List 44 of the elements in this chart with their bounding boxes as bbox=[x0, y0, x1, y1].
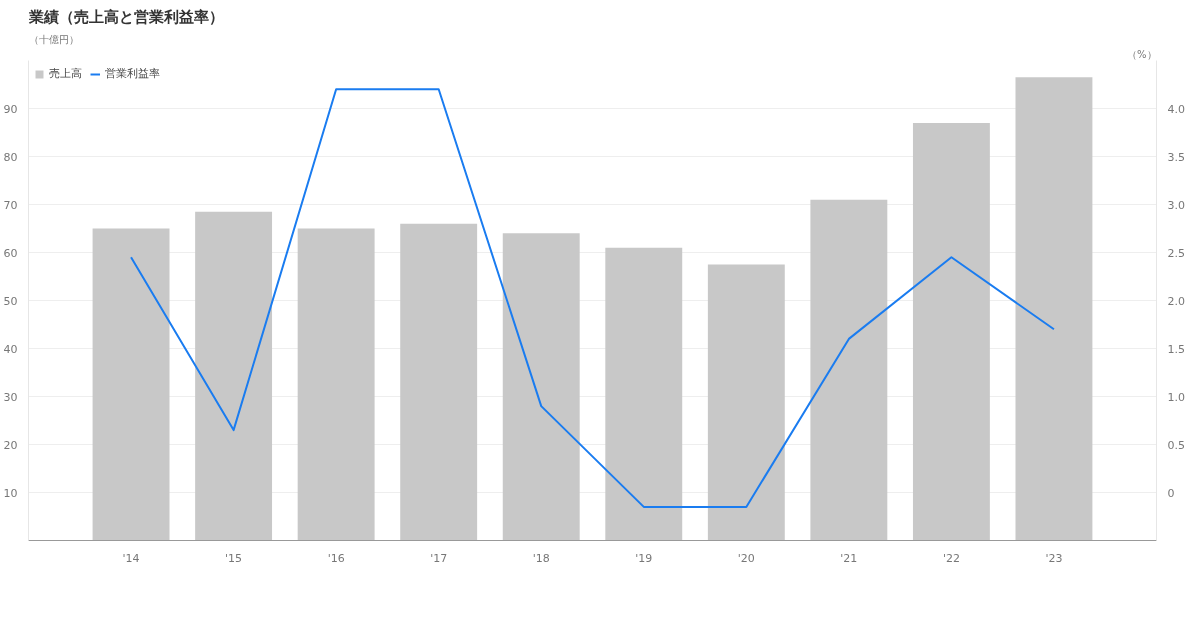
bar bbox=[502, 233, 580, 541]
line-series bbox=[130, 88, 1055, 508]
legend-label: 営業利益率 bbox=[105, 66, 160, 81]
y2-tick-label: 1.5 bbox=[1167, 342, 1185, 356]
y2-axis-title: （%） bbox=[1127, 48, 1157, 60]
bar bbox=[912, 122, 990, 541]
y2-tick-label: 4.0 bbox=[1167, 102, 1185, 116]
bar bbox=[92, 228, 170, 541]
y2-tick-label: 2.5 bbox=[1167, 246, 1185, 260]
x-tick-label: '18 bbox=[532, 551, 550, 565]
x-tick-label: '15 bbox=[225, 551, 243, 565]
x-tick-label: '22 bbox=[942, 551, 960, 565]
y-tick-label: 30 bbox=[3, 390, 18, 404]
y-tick-label: 40 bbox=[3, 342, 18, 356]
y2-tick-label: 0 bbox=[1167, 486, 1175, 500]
y-tick-label: 70 bbox=[3, 198, 18, 212]
bar bbox=[1015, 77, 1093, 541]
y2-tick-label: 2.0 bbox=[1167, 294, 1185, 308]
legend-label: 売上高 bbox=[49, 66, 82, 81]
y2-tick-label: 3.0 bbox=[1167, 198, 1185, 212]
bar bbox=[297, 228, 375, 541]
x-tick-label: '20 bbox=[737, 551, 755, 565]
chart-title: 業績（売上高と営業利益率） bbox=[27, 7, 224, 26]
y-tick-label: 10 bbox=[3, 486, 18, 500]
y2-tick-label: 3.5 bbox=[1167, 150, 1185, 164]
x-tick-label: '16 bbox=[327, 551, 345, 565]
y-tick-label: 20 bbox=[3, 438, 18, 452]
x-tick-label: '19 bbox=[635, 551, 653, 565]
bar bbox=[195, 211, 273, 541]
y-tick-label: 50 bbox=[3, 294, 18, 308]
y-tick-label: 90 bbox=[3, 102, 18, 116]
y-tick-label: 60 bbox=[3, 246, 18, 260]
y-tick-label: 80 bbox=[3, 150, 18, 164]
bar bbox=[400, 223, 478, 541]
y-axis-title: （十億円） bbox=[28, 33, 79, 45]
x-tick-label: '23 bbox=[1045, 551, 1063, 565]
x-tick-label: '17 bbox=[430, 551, 448, 565]
y2-tick-label: 0.5 bbox=[1167, 438, 1185, 452]
y2-tick-label: 1.0 bbox=[1167, 390, 1185, 404]
bar bbox=[707, 264, 785, 541]
bar bbox=[605, 247, 683, 541]
x-tick-label: '21 bbox=[840, 551, 858, 565]
x-tick-label: '14 bbox=[122, 551, 140, 565]
bar bbox=[810, 199, 888, 541]
